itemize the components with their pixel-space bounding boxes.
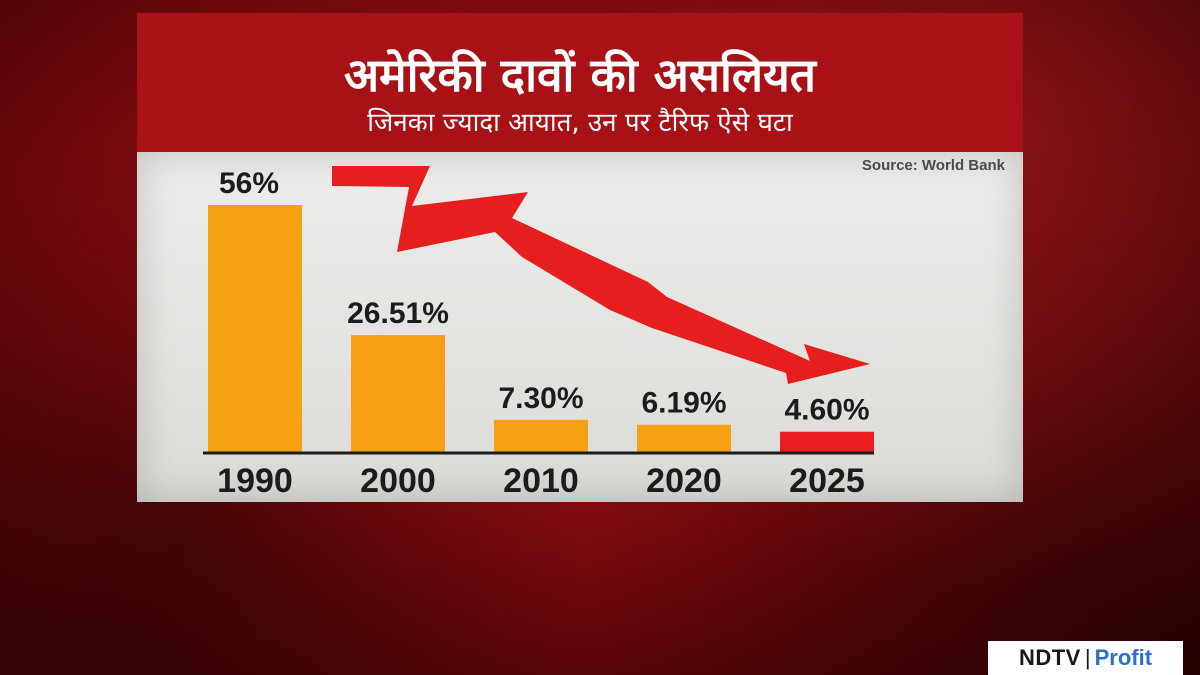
- bar-2000: [351, 335, 445, 452]
- bar-2020: [637, 424, 731, 452]
- chart-subtitle: जिनका ज्यादा आयात, उन पर टैरिफ ऐसे घटा: [367, 108, 793, 138]
- data-label-2020: 6.19%: [641, 387, 726, 420]
- logo-separator: |: [1084, 645, 1091, 670]
- data-label-2010: 7.30%: [498, 382, 583, 415]
- bar-1990: [208, 205, 302, 452]
- bar-chart: 56% 1990 26.51% 2000 7.30% 2010 6.19% 2020 4.60%…: [203, 166, 874, 500]
- x-tick-label-1990: 1990: [217, 462, 293, 500]
- source-note: Source: World Bank: [861, 157, 1005, 174]
- data-label-2000: 26.51%: [347, 297, 449, 330]
- chart-panel: Source: World Bank 56% 1990 26.51% 2000 7.30…: [137, 152, 1023, 502]
- logo-product: Profit: [1094, 645, 1153, 670]
- bar-2025: [780, 431, 874, 452]
- x-tick-label-2010: 2010: [503, 462, 579, 500]
- data-label-1990: 56%: [219, 167, 279, 200]
- logo-brand: NDTV: [1018, 645, 1081, 670]
- chart-title: अमेरिकी दावों की असलियत: [344, 48, 816, 102]
- x-tick-label-2025: 2025: [789, 462, 865, 500]
- x-tick-label-2020: 2020: [646, 462, 722, 500]
- x-tick-label-2000: 2000: [360, 462, 436, 500]
- bar-2010: [494, 419, 588, 452]
- trend-arrow: [332, 166, 870, 384]
- data-label-2025: 4.60%: [784, 394, 869, 427]
- chart-header: अमेरिकी दावों की असलियत जिनका ज्यादा आया…: [137, 13, 1023, 152]
- ndtv-profit-logo: NDTV | Profit: [988, 641, 1183, 675]
